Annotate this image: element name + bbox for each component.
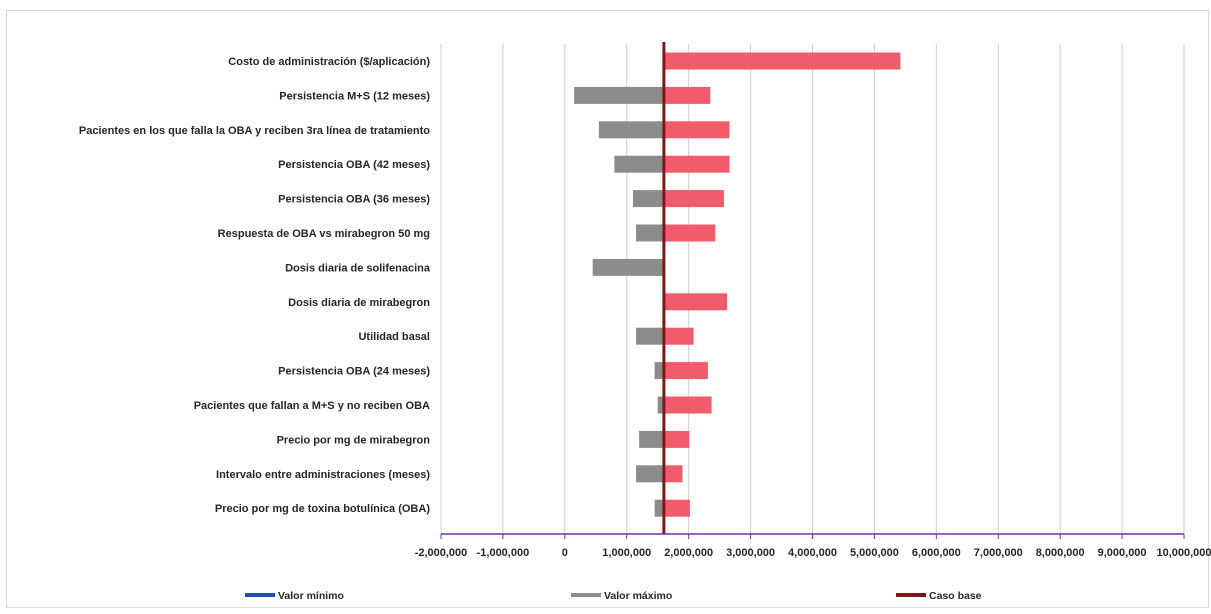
category-label-4: Persistencia OBA (36 meses) (278, 194, 430, 206)
category-label-11: Precio por mg de mirabegron (277, 434, 431, 446)
bar-high-11 (663, 430, 690, 448)
legend-valor-minimo-label: Valor mínimo (278, 590, 344, 602)
bar-high-10 (663, 396, 712, 414)
bar-low-10 (657, 396, 664, 414)
bar-low-5 (636, 224, 664, 242)
category-label-13: Precio por mg de toxina botulínica (OBA) (215, 503, 430, 515)
category-label-1: Persistencia M+S (12 meses) (279, 90, 430, 102)
x-tick-label-0: -2,000,000 (415, 547, 468, 559)
bar-high-2 (663, 121, 730, 139)
x-tick-label-4: 2,000,000 (664, 547, 713, 559)
category-label-7: Dosis diaria de mirabegron (288, 297, 430, 309)
category-label-2: Pacientes en los que falla la OBA y reci… (79, 125, 430, 137)
x-tick-label-6: 4,000,000 (788, 547, 837, 559)
bar-high-1 (663, 86, 711, 104)
x-tick-label-7: 5,000,000 (850, 547, 899, 559)
x-tick-label-10: 8,000,000 (1036, 547, 1085, 559)
bar-high-7 (663, 293, 728, 311)
bar-high-8 (663, 327, 694, 345)
bar-low-2 (598, 121, 664, 139)
bar-low-13 (654, 499, 664, 517)
category-label-12: Intervalo entre administraciones (meses) (216, 469, 430, 481)
bar-high-13 (663, 499, 690, 517)
chart-frame (6, 10, 1209, 608)
bar-low-9 (654, 362, 664, 380)
x-tick-label-12: 10,000,000 (1156, 547, 1211, 559)
bar-low-3 (614, 155, 664, 173)
bar-low-8 (636, 327, 664, 345)
bar-low-11 (639, 430, 664, 448)
bar-high-12 (663, 465, 683, 483)
x-tick-label-11: 9,000,000 (1098, 547, 1147, 559)
category-label-6: Dosis diaria de solifenacina (285, 262, 431, 274)
bar-high-4 (663, 190, 724, 208)
category-label-10: Pacientes que fallan a M+S y no reciben … (194, 400, 430, 412)
bar-low-12 (636, 465, 664, 483)
bar-high-9 (663, 362, 708, 380)
category-label-8: Utilidad basal (358, 331, 430, 343)
category-label-3: Persistencia OBA (42 meses) (278, 159, 430, 171)
x-tick-label-1: -1,000,000 (477, 547, 530, 559)
x-tick-label-9: 7,000,000 (974, 547, 1023, 559)
bar-low-1 (574, 86, 664, 104)
bar-low-6 (592, 258, 664, 276)
category-label-0: Costo de administración ($/aplicación) (228, 56, 430, 68)
x-tick-label-2: 0 (562, 547, 568, 559)
bar-low-4 (632, 190, 664, 208)
legend-caso-base-label: Caso base (929, 590, 982, 602)
x-tick-label-3: 1,000,000 (602, 547, 651, 559)
x-tick-label-8: 6,000,000 (912, 547, 961, 559)
bar-high-5 (663, 224, 716, 242)
x-tick-label-5: 3,000,000 (726, 547, 775, 559)
legend-valor-maximo-label: Valor máximo (604, 590, 672, 602)
category-label-5: Respuesta de OBA vs mirabegron 50 mg (218, 228, 430, 240)
bar-high-3 (663, 155, 730, 173)
bar-high-0 (663, 52, 901, 70)
category-label-9: Persistencia OBA (24 meses) (278, 366, 430, 378)
